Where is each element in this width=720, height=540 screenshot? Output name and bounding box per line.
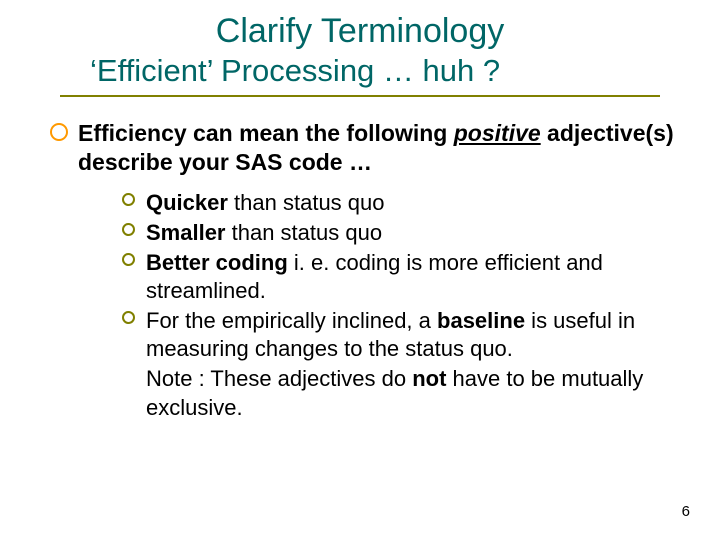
note-pre: Note : These adjectives do: [146, 366, 412, 391]
circle-bullet-icon: [122, 311, 135, 324]
sub-bullet-group: Quicker than status quo Smaller than sta…: [50, 189, 702, 422]
sub-bullet: Smaller than status quo: [122, 219, 702, 247]
slide-title: Clarify Terminology: [0, 12, 720, 51]
sub-bullet-bold: Smaller: [146, 220, 226, 245]
sub-bullet-rest: than status quo: [226, 220, 383, 245]
circle-bullet-icon: [122, 223, 135, 236]
sub-bullet-pre: For the empirically inclined, a: [146, 308, 437, 333]
note-bold: not: [412, 366, 446, 391]
slide-subtitle: ‘Efficient’ Processing … huh ?: [0, 53, 720, 89]
sub-bullet-bold: baseline: [437, 308, 525, 333]
slide: Clarify Terminology ‘Efficient’ Processi…: [0, 0, 720, 540]
sub-bullet: For the empirically inclined, a baseline…: [122, 307, 702, 363]
sub-bullet-bold: Better coding: [146, 250, 288, 275]
main-bullet-emph: positive: [454, 120, 541, 146]
page-number: 6: [682, 503, 690, 520]
circle-bullet-icon: [122, 193, 135, 206]
sub-bullet: Better coding i. e. coding is more effic…: [122, 249, 702, 305]
main-bullet: Efficiency can mean the following positi…: [50, 119, 702, 177]
circle-bullet-icon: [122, 253, 135, 266]
body-area: Efficiency can mean the following positi…: [0, 119, 720, 422]
note-line: Note : These adjectives do not have to b…: [122, 365, 702, 421]
sub-bullet-rest: than status quo: [228, 190, 385, 215]
circle-bullet-icon: [50, 123, 68, 141]
main-bullet-pre: Efficiency can mean the following: [78, 120, 454, 146]
sub-bullet: Quicker than status quo: [122, 189, 702, 217]
divider-line: [60, 95, 660, 97]
sub-bullet-bold: Quicker: [146, 190, 228, 215]
